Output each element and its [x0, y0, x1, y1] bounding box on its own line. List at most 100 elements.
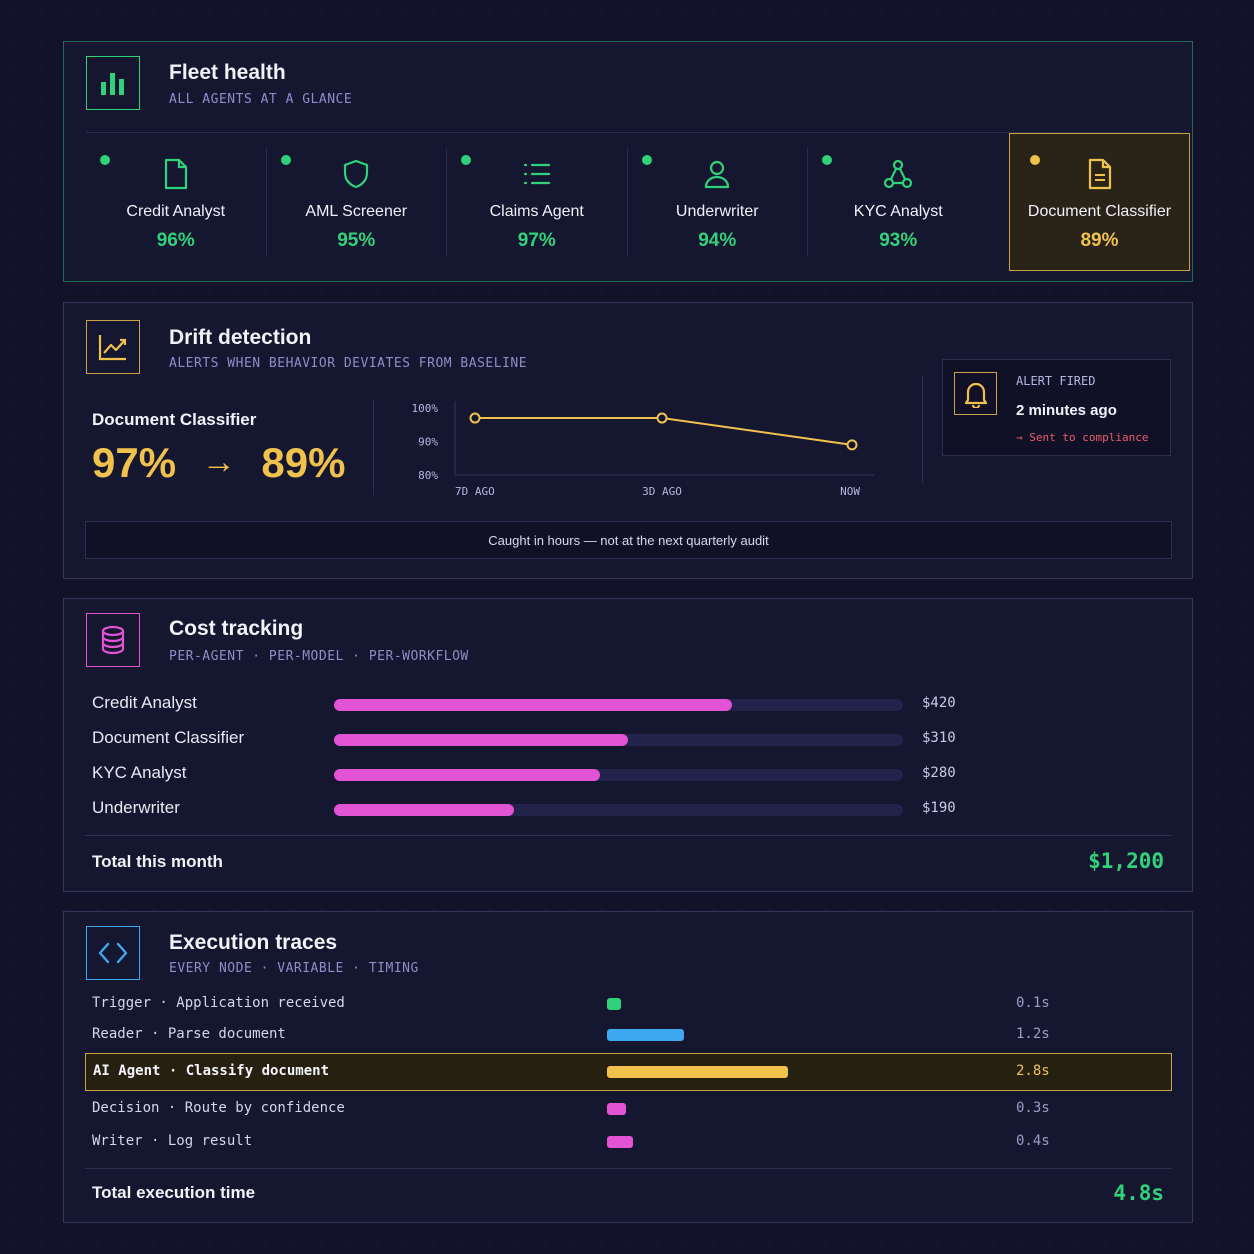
cost-bar-track — [334, 734, 903, 746]
cost-row: Document Classifier $310 — [92, 728, 1162, 752]
drift-line-chart: 100% 90% 80% 7D AGO 3D AGO NOW — [412, 401, 874, 498]
cost-tracking-panel: Cost tracking PER-AGENT · PER-MODEL · PE… — [63, 598, 1193, 892]
agent-card-document-classifier[interactable]: Document Classifier 89% — [1009, 133, 1190, 271]
data-point — [846, 439, 858, 451]
document-icon — [1088, 158, 1111, 190]
cost-row-label: Document Classifier — [92, 728, 245, 747]
x-tick-label: 3D AGO — [642, 485, 682, 498]
cost-row: Credit Analyst $420 — [92, 693, 1162, 717]
traces-subtitle: EVERY NODE · VARIABLE · TIMING — [169, 961, 419, 976]
drift-from-value: 97% — [92, 439, 177, 486]
alert-label: ALERT FIRED — [1016, 374, 1096, 388]
cost-bar — [334, 699, 733, 711]
divider — [85, 1168, 1172, 1169]
cost-total-label: Total this month — [92, 852, 223, 871]
bar-chart-icon — [86, 56, 140, 110]
status-dot — [461, 155, 471, 165]
y-tick-label: 90% — [418, 436, 438, 449]
agent-score: 95% — [337, 230, 376, 251]
status-dot — [641, 155, 652, 165]
user-icon — [705, 160, 730, 189]
trace-time: 0.4s — [1016, 1133, 1050, 1149]
trace-bar — [607, 1029, 685, 1041]
divider — [85, 835, 1172, 836]
cost-row: Underwriter $190 — [92, 798, 1162, 822]
code-icon — [86, 926, 140, 980]
trace-bar — [607, 998, 621, 1010]
trace-time: 2.8s — [1016, 1063, 1050, 1079]
traces-total-label: Total execution time — [92, 1183, 256, 1202]
cost-row: KYC Analyst $280 — [92, 763, 1162, 787]
cost-row-value: $420 — [922, 695, 956, 711]
cost-row-value: $190 — [922, 800, 956, 816]
drift-subtitle: ALERTS WHEN BEHAVIOR DEVIATES FROM BASEL… — [169, 356, 528, 371]
cost-row-value: $310 — [922, 730, 956, 746]
cost-row-label: Underwriter — [92, 798, 180, 817]
drift-note: Caught in hours — not at the next quarte… — [85, 521, 1172, 559]
trace-label: Decision · Route by confidence — [92, 1100, 345, 1116]
status-dot — [1030, 155, 1040, 165]
x-tick-label: NOW — [840, 485, 860, 498]
agent-score: 89% — [1080, 230, 1119, 251]
trace-row[interactable]: Reader · Parse document 1.2s — [85, 1017, 1172, 1053]
agent-score: 97% — [517, 230, 556, 251]
traces-title: Execution traces — [169, 931, 338, 954]
agent-name: Document Classifier — [1027, 203, 1172, 220]
agent-card-claims-agent[interactable]: Claims Agent 97% — [447, 148, 628, 256]
y-tick-label: 100% — [412, 402, 439, 415]
cost-row-value: $280 — [922, 765, 956, 781]
cost-bar — [334, 769, 600, 781]
fleet-health-panel: Fleet health ALL AGENTS AT A GLANCE Cred… — [63, 41, 1193, 282]
agent-list: Credit Analyst 96% AML Screener 95% Clai… — [86, 132, 1190, 271]
cost-bar-track — [334, 804, 903, 816]
trace-bar — [607, 1136, 633, 1148]
agent-card-underwriter[interactable]: Underwriter 94% — [628, 148, 808, 256]
database-icon — [86, 613, 140, 667]
agent-score: 93% — [879, 230, 918, 251]
alert-card: ALERT FIRED 2 minutes ago → Sent to comp… — [942, 359, 1171, 456]
trace-label: Writer · Log result — [92, 1133, 253, 1149]
cost-row-label: KYC Analyst — [92, 763, 187, 782]
drift-arrow: → — [201, 443, 236, 481]
trace-row-highlighted[interactable]: AI Agent · Classify document 2.8s — [85, 1053, 1172, 1091]
cost-bar-track — [334, 769, 903, 781]
cost-bar — [334, 804, 515, 816]
cost-title: Cost tracking — [169, 617, 304, 640]
data-point — [656, 412, 668, 424]
cost-bar-track — [334, 699, 903, 711]
cost-bar — [334, 734, 628, 746]
drift-to-value: 89% — [261, 439, 346, 486]
bell-icon — [954, 372, 997, 415]
agent-card-credit-analyst[interactable]: Credit Analyst 96% — [86, 148, 267, 256]
execution-traces-panel: Execution traces EVERY NODE · VARIABLE ·… — [63, 911, 1193, 1223]
traces-total-value: 4.8s — [1113, 1181, 1164, 1205]
agent-card-kyc-analyst[interactable]: KYC Analyst 93% — [808, 148, 989, 256]
trace-row[interactable]: Writer · Log result 0.4s — [85, 1124, 1172, 1160]
agent-score: 96% — [156, 230, 195, 251]
list-icon — [523, 163, 550, 185]
agent-name: Claims Agent — [489, 203, 584, 220]
fleet-subtitle: ALL AGENTS AT A GLANCE — [169, 92, 353, 107]
drift-detection-panel: Drift detection ALERTS WHEN BEHAVIOR DEV… — [63, 302, 1193, 579]
drift-title: Drift detection — [169, 326, 312, 349]
agent-name: AML Screener — [305, 203, 408, 220]
data-point — [469, 412, 481, 424]
agent-card-aml-screener[interactable]: AML Screener 95% — [267, 148, 447, 256]
trace-row[interactable]: Decision · Route by confidence 0.3s — [85, 1091, 1172, 1127]
agent-name: KYC Analyst — [853, 203, 943, 220]
status-dot — [822, 155, 832, 165]
trace-label: Reader · Parse document — [92, 1026, 286, 1042]
status-dot — [100, 155, 110, 165]
document-icon — [164, 158, 187, 190]
divider — [373, 400, 374, 495]
agent-name: Credit Analyst — [126, 203, 226, 220]
drift-agent-name: Document Classifier — [92, 410, 257, 429]
trace-time: 1.2s — [1016, 1026, 1050, 1042]
fleet-title: Fleet health — [169, 61, 286, 84]
cost-total-value: $1,200 — [1088, 849, 1164, 873]
trace-bar — [607, 1066, 788, 1078]
trace-bar — [607, 1103, 627, 1115]
cost-subtitle: PER-AGENT · PER-MODEL · PER-WORKFLOW — [169, 649, 469, 664]
alert-action[interactable]: → Sent to compliance — [1016, 431, 1149, 444]
trace-row[interactable]: Trigger · Application received 0.1s — [85, 986, 1172, 1022]
